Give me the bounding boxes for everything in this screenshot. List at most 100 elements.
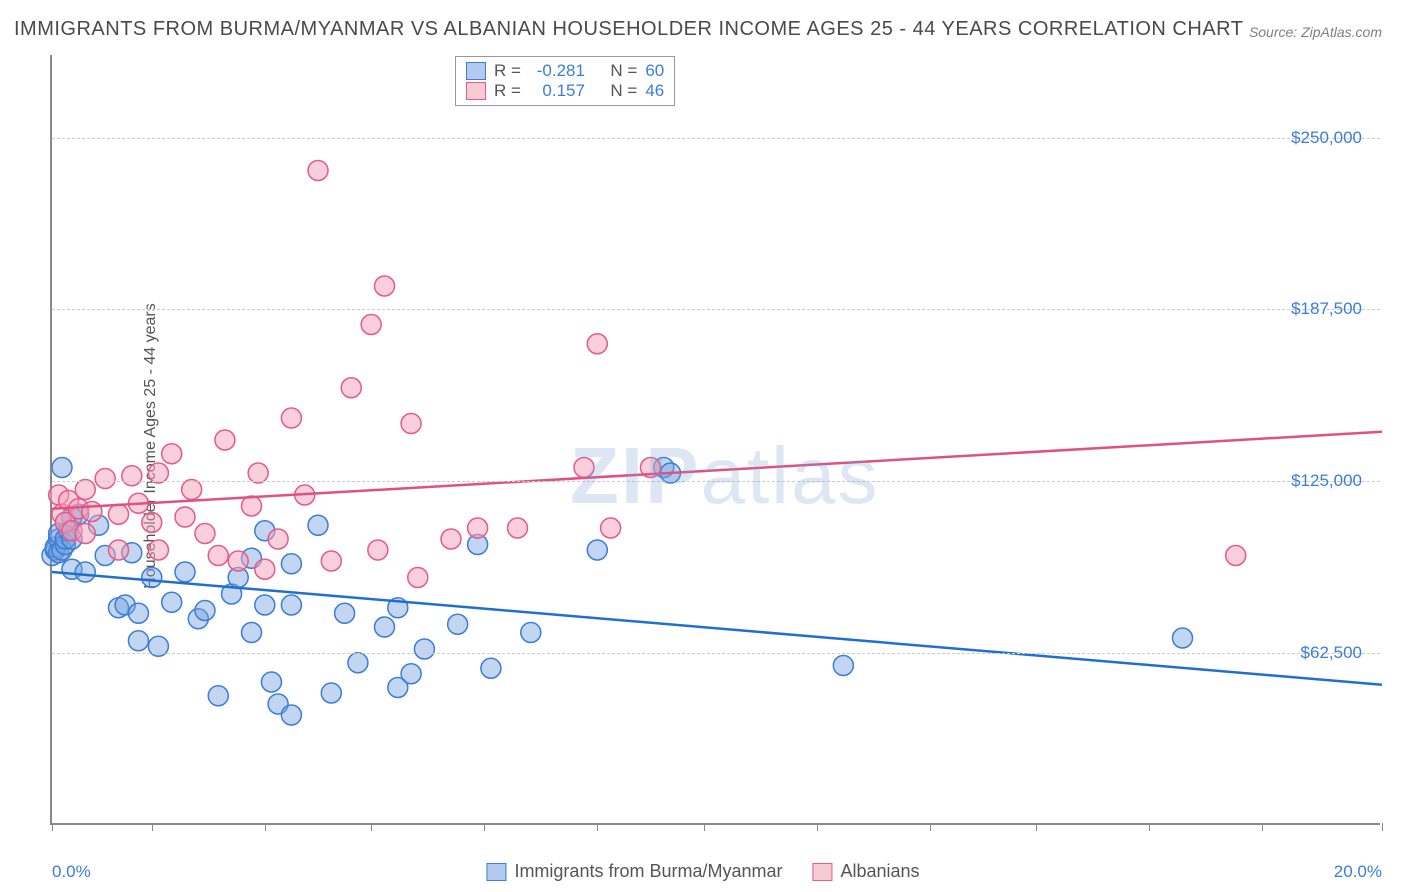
data-point [361,315,381,335]
data-point [142,568,162,588]
x-tick [52,823,53,831]
data-point [75,524,95,544]
gridline [52,481,1380,482]
x-tick [1262,823,1263,831]
data-point [308,515,328,535]
data-point [248,463,268,483]
n-value: 46 [645,81,664,101]
r-value: -0.281 [529,61,585,81]
data-point [242,623,262,643]
data-point [195,524,215,544]
scatter-svg [52,55,1380,823]
x-tick [265,823,266,831]
x-tick [1036,823,1037,831]
data-point [82,502,102,522]
x-tick [371,823,372,831]
series-legend: Immigrants from Burma/Myanmar Albanians [486,861,919,882]
data-point [255,595,275,615]
data-point [335,603,355,623]
x-tick [1149,823,1150,831]
x-tick [484,823,485,831]
data-point [508,518,528,538]
stats-legend: R = -0.281 N = 60R = 0.157 N = 46 [455,56,675,106]
data-point [833,656,853,676]
data-point [448,614,468,634]
data-point [208,546,228,566]
gridline [52,653,1380,654]
data-point [175,507,195,527]
r-label: R = [494,61,521,81]
data-point [401,664,421,684]
data-point [408,568,428,588]
data-point [175,562,195,582]
n-label: N = [610,81,637,101]
x-axis-min-label: 0.0% [52,862,91,882]
r-value: 0.157 [529,81,585,101]
data-point [375,617,395,637]
gridline [52,138,1380,139]
data-point [255,559,275,579]
data-point [481,658,501,678]
data-point [401,414,421,434]
x-tick [817,823,818,831]
legend-item: Immigrants from Burma/Myanmar [486,861,782,882]
legend-swatch [466,62,486,80]
data-point [321,551,341,571]
n-value: 60 [645,61,664,81]
data-point [148,463,168,483]
source-attribution: Source: ZipAtlas.com [1249,24,1382,40]
legend-label: Albanians [841,861,920,882]
data-point [414,639,434,659]
legend-label: Immigrants from Burma/Myanmar [514,861,782,882]
r-label: R = [494,81,521,101]
legend-swatch [466,82,486,100]
data-point [574,458,594,478]
data-point [308,161,328,181]
data-point [468,518,488,538]
data-point [195,601,215,621]
data-point [281,408,301,428]
data-point [601,518,621,538]
y-tick-label: $187,500 [1291,299,1362,319]
data-point [261,672,281,692]
data-point [95,469,115,489]
data-point [182,480,202,500]
gridline [52,309,1380,310]
data-point [128,631,148,651]
data-point [375,276,395,296]
data-point [75,480,95,500]
data-point [109,540,129,560]
x-tick [930,823,931,831]
y-tick-label: $62,500 [1301,643,1362,663]
data-point [75,562,95,582]
data-point [122,466,142,486]
x-tick [1382,823,1383,831]
x-tick [152,823,153,831]
data-point [128,603,148,623]
data-point [1173,628,1193,648]
x-tick [704,823,705,831]
data-point [341,378,361,398]
data-point [587,540,607,560]
data-point [109,504,129,524]
x-axis-max-label: 20.0% [1334,862,1382,882]
data-point [242,496,262,516]
y-tick-label: $250,000 [1291,128,1362,148]
data-point [521,623,541,643]
data-point [281,595,301,615]
legend-item: Albanians [813,861,920,882]
data-point [441,529,461,549]
data-point [208,686,228,706]
data-point [162,444,182,464]
stats-legend-row: R = 0.157 N = 46 [466,81,664,101]
plot-area: $62,500$125,000$187,500$250,000 [50,55,1380,825]
data-point [228,551,248,571]
data-point [162,592,182,612]
data-point [215,430,235,450]
data-point [368,540,388,560]
data-point [1226,546,1246,566]
chart-title: IMMIGRANTS FROM BURMA/MYANMAR VS ALBANIA… [14,18,1243,41]
stats-legend-row: R =-0.281 N =60 [466,61,664,81]
data-point [52,458,72,478]
legend-swatch [486,863,506,881]
